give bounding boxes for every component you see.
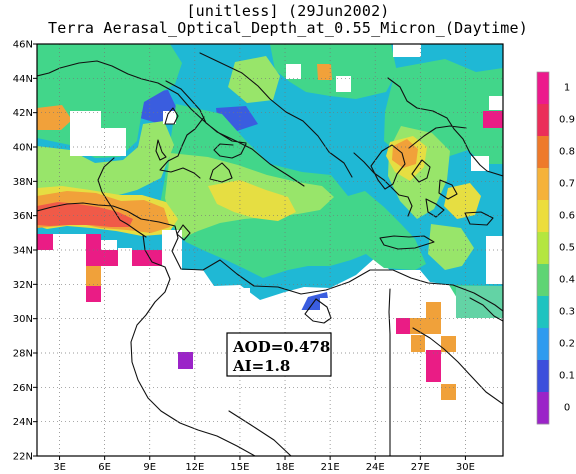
- colorbar-label-0-2: 0.2: [559, 339, 575, 350]
- aod-red-field: [37, 202, 133, 227]
- colorbar-label-0-1: 0.1: [559, 371, 575, 382]
- latitude-tick-label-46n: 46N: [13, 40, 33, 51]
- map-title-variable: Terra Aerasal_Optical_Depth_at_0.55_Micr…: [48, 19, 528, 37]
- aod-colorbar: 1 0.9 0.8 0.7 0.6 0.5 0.4 0.3 0.2 0.1 0: [536, 71, 575, 425]
- colorbar-swatch-1: [537, 72, 549, 105]
- latitude-tick-label-44n: 44N: [13, 74, 33, 85]
- ai-value-label: AI=1.8: [232, 357, 290, 375]
- colorbar-swatch-0-9: [537, 104, 549, 137]
- colorbar-label-0-9: 0.9: [559, 115, 575, 126]
- aod-restored-southeast-mixed-cells: [456, 286, 503, 318]
- colorbar-label-0-6: 0.6: [559, 211, 575, 222]
- colorbar-label-0-3: 0.3: [559, 307, 575, 318]
- colorbar-swatch-0-3: [537, 296, 549, 329]
- colorbar-label-1: 1: [564, 83, 570, 94]
- latitude-tick-label-24n: 24N: [13, 417, 33, 428]
- longitude-tick-label-21e: 21E: [321, 462, 340, 473]
- colorbar-label-0: 0: [564, 403, 570, 414]
- longitude-tick-label-30e: 30E: [456, 462, 475, 473]
- colorbar-swatch-0-4: [537, 264, 549, 297]
- map-title-units-date: [unitless] (29Jun2002): [186, 2, 390, 20]
- longitude-tick-label-3e: 3E: [53, 462, 66, 473]
- latitude-tick-label-38n: 38N: [13, 177, 33, 188]
- longitude-tick-label-9e: 9E: [143, 462, 156, 473]
- latitude-tick-label-36n: 36N: [13, 211, 33, 222]
- aod-ai-annotation-box: AOD=0.478 AI=1.8: [226, 332, 332, 377]
- colorbar-swatch-0-6: [537, 200, 549, 233]
- longitude-tick-label-15e: 15E: [230, 462, 249, 473]
- longitude-tick-label-27e: 27E: [411, 462, 430, 473]
- latitude-tick-label-22n: 22N: [13, 452, 33, 463]
- latitude-tick-layer: 46N 44N 42N 40N 38N 36N 34N 32N 30N 28N 26N 24N 22N: [13, 40, 37, 463]
- latitude-tick-label-32n: 32N: [13, 280, 33, 291]
- latitude-tick-label-40n: 40N: [13, 143, 33, 154]
- longitude-tick-label-24e: 24E: [366, 462, 385, 473]
- coastline-and-borders: [37, 52, 503, 456]
- aod-value-label: AOD=0.478: [232, 338, 330, 356]
- latitude-tick-label-42n: 42N: [13, 108, 33, 119]
- longitude-tick-label-12e: 12E: [185, 462, 204, 473]
- aod-restored-purple-cell: [178, 352, 193, 369]
- longitude-tick-layer: 3E 6E 9E 12E 15E 18E 21E 24E 27E 30E: [53, 456, 475, 473]
- longitude-tick-label-6e: 6E: [98, 462, 111, 473]
- colorbar-label-0-8: 0.8: [559, 147, 575, 158]
- colorbar-swatch-0-1: [537, 360, 549, 393]
- colorbar-swatch-0-8: [537, 136, 549, 169]
- colorbar-label-0-7: 0.7: [559, 179, 575, 190]
- colorbar-swatch-0-5: [537, 232, 549, 265]
- aod-lime-field: [37, 56, 474, 270]
- latitude-tick-label-34n: 34N: [13, 246, 33, 257]
- colorbar-label-0-4: 0.4: [559, 275, 575, 286]
- latitude-tick-label-26n: 26N: [13, 383, 33, 394]
- colorbar-swatch-0-7: [537, 168, 549, 201]
- colorbar-swatch-0: [537, 392, 549, 425]
- latitude-tick-label-28n: 28N: [13, 349, 33, 360]
- colorbar-label-0-5: 0.5: [559, 243, 575, 254]
- colorbar-swatch-0-2: [537, 328, 549, 361]
- colorbar-frame: [536, 71, 550, 425]
- longitude-tick-label-18e: 18E: [276, 462, 295, 473]
- latitude-tick-label-30n: 30N: [13, 314, 33, 325]
